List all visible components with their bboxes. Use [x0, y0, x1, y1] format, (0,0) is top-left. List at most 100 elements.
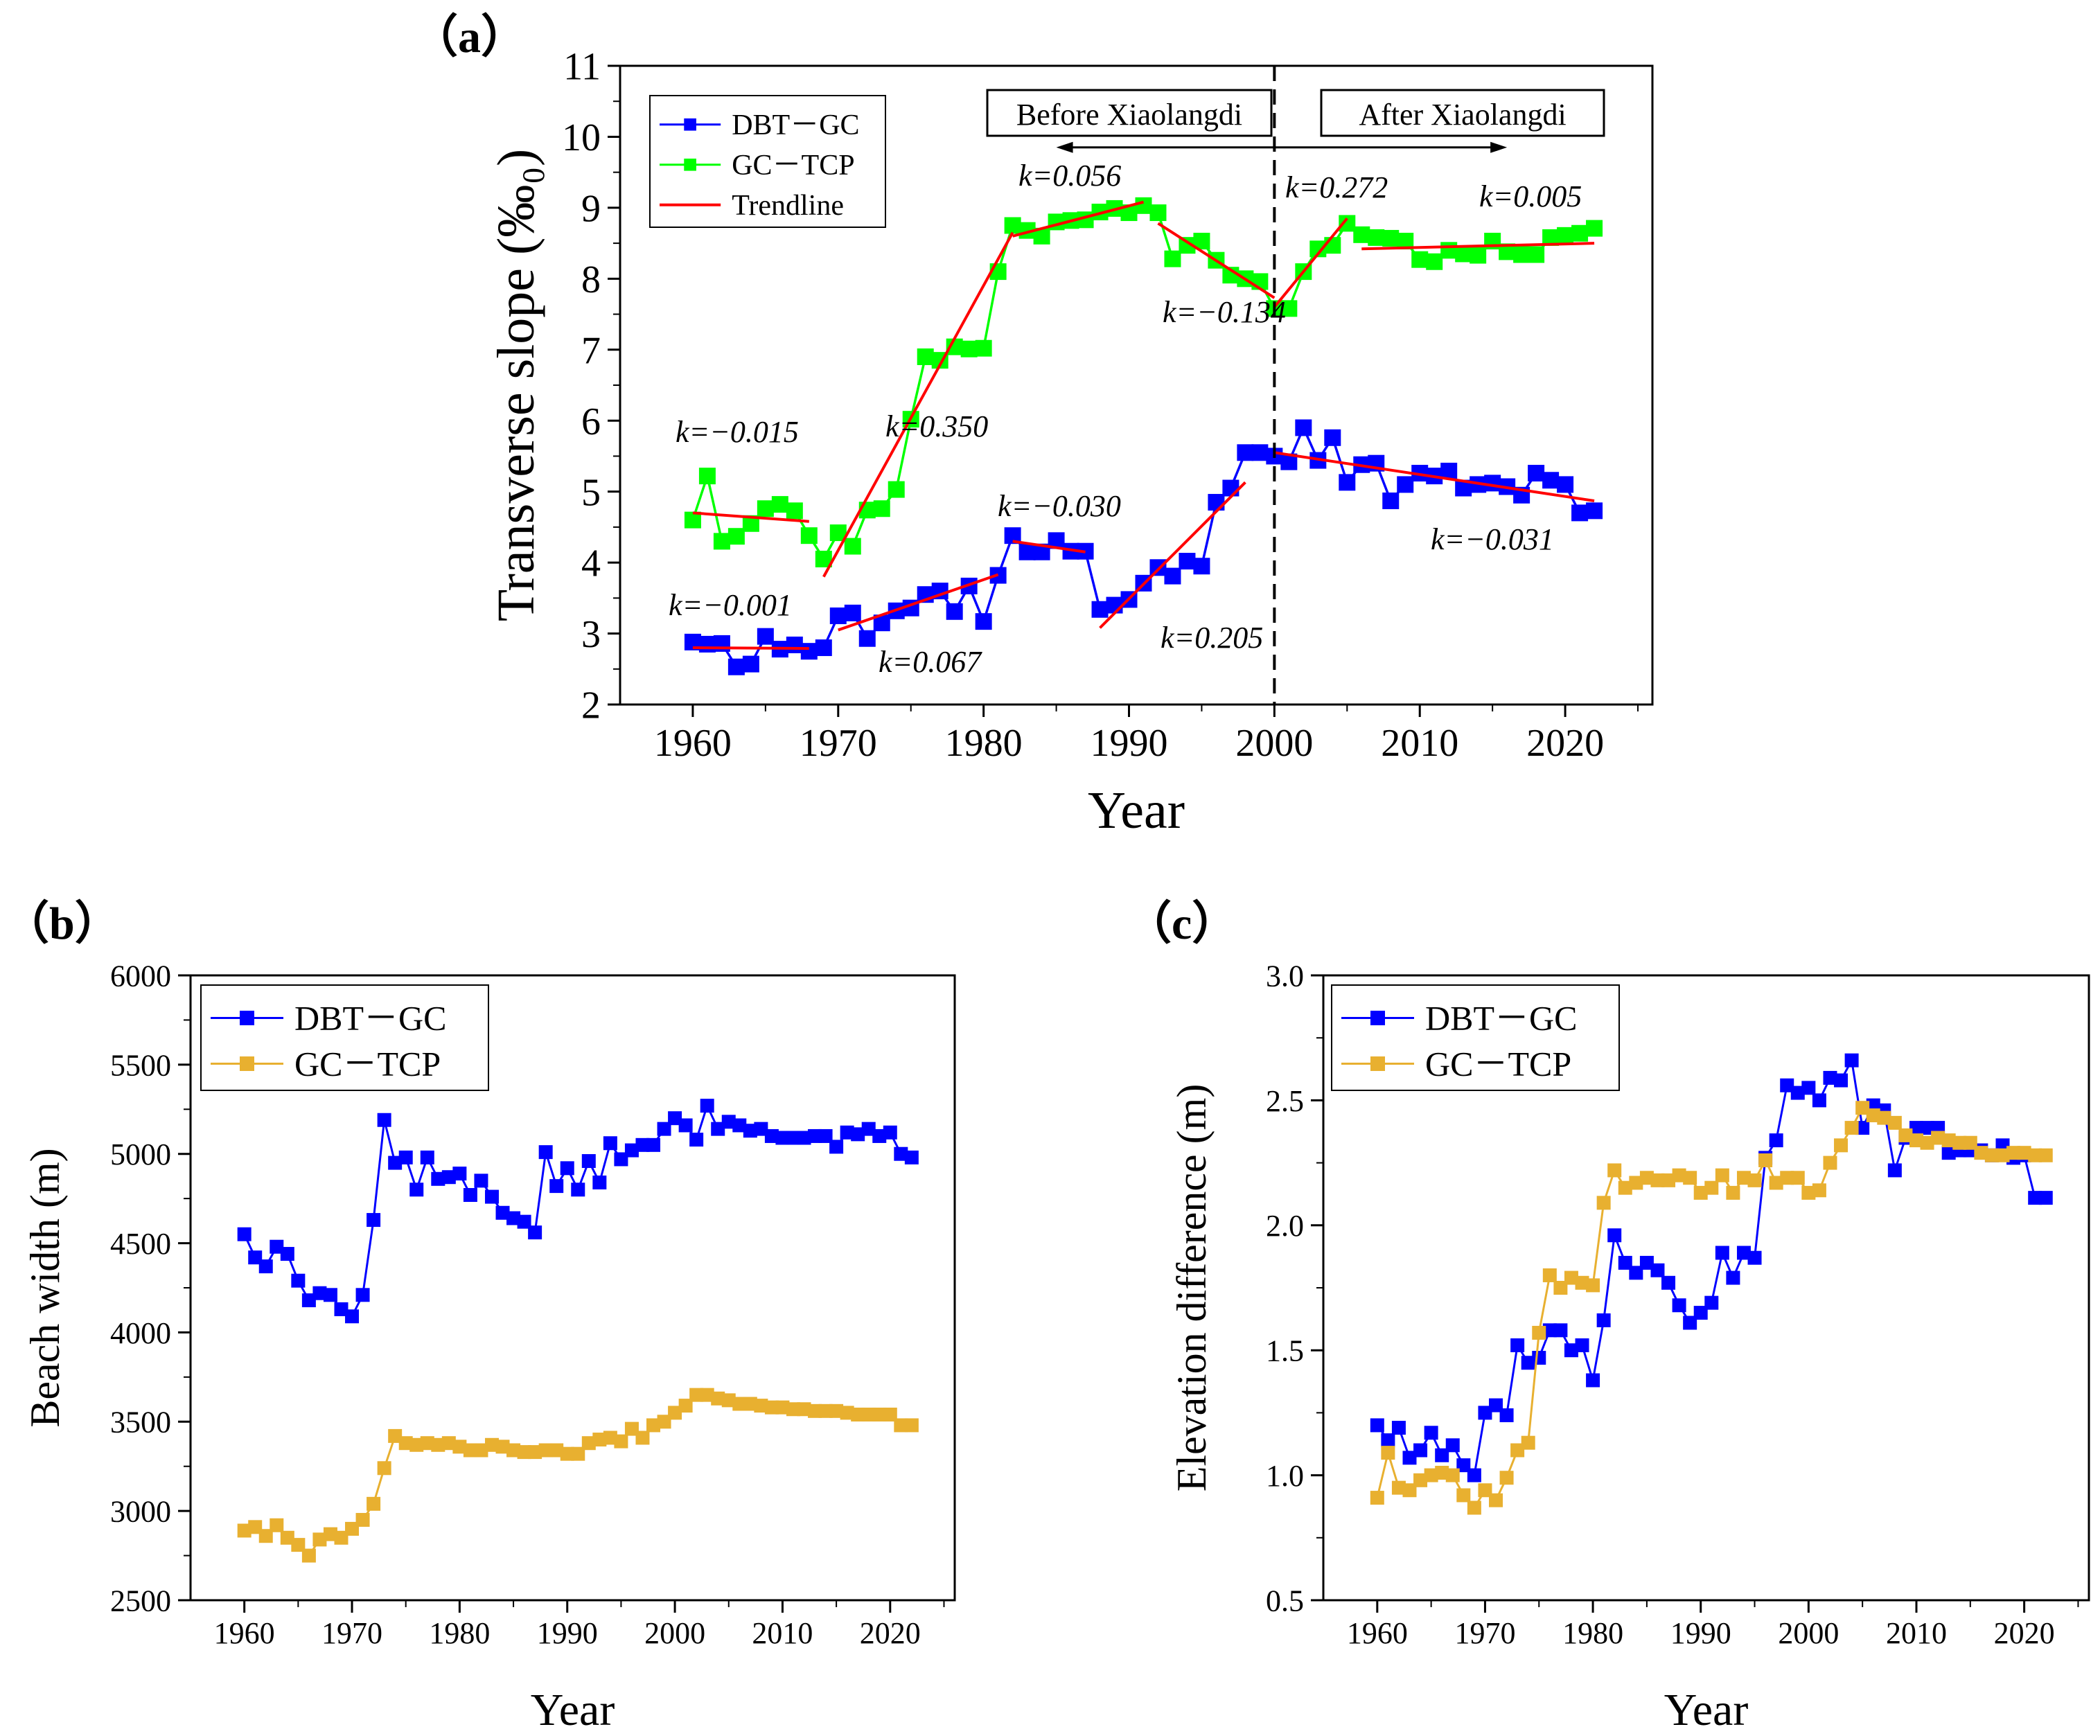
chart-b-series-1-point [270, 1518, 284, 1532]
chart-c-series-1-point [1877, 1110, 1891, 1125]
chart-c-series-1-point [2038, 1148, 2053, 1162]
chart-c-series-1-point [1413, 1473, 1428, 1487]
chart-c-series-0-point [1564, 1343, 1578, 1358]
chart-b-series-1-point [474, 1443, 488, 1458]
chart-c-series-0-point [1920, 1121, 1934, 1135]
chart-b-series-1-point [409, 1437, 424, 1452]
chart-c-series-1-point [1435, 1465, 1449, 1480]
chart-b-series-0-point [700, 1099, 714, 1113]
chart-c-series-1-point [1672, 1168, 1686, 1183]
chart-a-trendline [1012, 540, 1086, 553]
chart-b-legend-box [200, 984, 489, 1091]
chart-a-series-0-point [757, 628, 774, 645]
chart-c-series-0-point [1489, 1398, 1503, 1412]
chart-c-ytick-label: 2.0 [1266, 1209, 1304, 1243]
chart-c-series-0-point [1510, 1338, 1525, 1352]
chart-c-series-1-point [1812, 1183, 1826, 1198]
chart-b-series-0-point [388, 1155, 403, 1170]
chart-a-slope-annotation: k=−0.015 [676, 415, 799, 449]
chart-a-series-0-point [1251, 444, 1269, 461]
chart-b-xtick-label: 1980 [429, 1616, 490, 1650]
chart-b-series-0-point [894, 1146, 908, 1161]
chart-c-series-0-point [1661, 1275, 1676, 1290]
chart-a-series-1-point [698, 468, 716, 485]
panel-c-label: （c） [1126, 898, 1237, 949]
chart-a-xtick-label: 2020 [1526, 722, 1604, 765]
chart-b-series-0-point [560, 1161, 574, 1176]
chart-c-series-1-point [1736, 1171, 1751, 1185]
chart-b-series-1-point [323, 1527, 337, 1541]
chart-b-series-0-point [301, 1293, 316, 1308]
chart-b-ytick-label: 2500 [110, 1584, 171, 1618]
chart-b-series-1-point [657, 1415, 671, 1429]
chart-b-series-1-point [754, 1399, 768, 1413]
chart-b-series-1-point [506, 1443, 521, 1458]
chart-b-series-0-point [248, 1250, 263, 1265]
chart-b-series-0-point [355, 1288, 370, 1302]
chart-c-series-1-point [1704, 1180, 1719, 1195]
chart-c-series-0-point [1736, 1246, 1751, 1260]
chart-a-series-0-point [786, 636, 803, 653]
chart-b-series-0-point [711, 1122, 725, 1136]
chart-c-series-0-point [1478, 1406, 1492, 1420]
chart-b-legend-marker [240, 1056, 254, 1072]
chart-c-series-1-point [1855, 1101, 1870, 1115]
chart-a-series-0-point [1193, 558, 1210, 575]
chart-a-xtick-label: 1990 [1091, 722, 1168, 765]
chart-a-series-0-point [1382, 492, 1400, 509]
chart-c-series-0-point [1790, 1086, 1805, 1100]
chart-c-series-1-point [1639, 1171, 1654, 1185]
chart-a-series-0-point [742, 655, 759, 673]
chart-b-series-1-point [840, 1406, 854, 1420]
chart-a-series-1-point [1135, 197, 1152, 214]
chart-c-series-1-point [1683, 1171, 1697, 1185]
chart-c-series-1-point [1887, 1115, 1902, 1130]
chart-b-series-0-point [829, 1140, 844, 1154]
chart-b-series-0-point [431, 1171, 445, 1186]
chart-c-series-1-point [1532, 1325, 1546, 1340]
chart-a-series-1-point [1324, 237, 1341, 254]
chart-b-series-0-point [474, 1173, 488, 1188]
chart-b-series-0-point [840, 1125, 854, 1140]
chart-c-ytick-label: 2.5 [1266, 1084, 1304, 1118]
chart-c-series-0-point [1413, 1443, 1428, 1458]
chart-b-series-0-point [270, 1239, 284, 1254]
chart-a-series-0-point [1222, 479, 1239, 497]
chart-c-series-0-point [1780, 1078, 1794, 1092]
chart-b-series-1-point [560, 1446, 574, 1461]
chart-b-series-1-point [592, 1433, 607, 1447]
chart-b-series-1-point [345, 1521, 360, 1536]
chart-b-series-1-point [786, 1402, 800, 1417]
chart-c-series-1-point [1381, 1446, 1395, 1460]
chart-c-series-0-point [1855, 1121, 1870, 1135]
chart-c-legend-box [1331, 984, 1620, 1091]
chart-a-ytick-label: 10 [562, 116, 601, 159]
chart-a-period-label: Before Xiaolangdi [1016, 98, 1242, 132]
chart-b-series-1-point [237, 1523, 252, 1538]
chart-a-series-0-point [1542, 472, 1560, 489]
chart-c-series-1-point [1974, 1146, 1988, 1160]
chart-b-series-1-point [301, 1548, 316, 1563]
chart-a-series-0-point [1295, 419, 1312, 436]
chart-a-ytick-label: 6 [581, 400, 601, 443]
chart-a-xtick-label: 2000 [1235, 722, 1313, 765]
chart-b-series-1-point [668, 1406, 682, 1420]
chart-b-series-1-point [851, 1407, 865, 1421]
chart-a-legend-marker [684, 118, 696, 131]
chart-a-series-0-point [815, 639, 832, 657]
chart-c-series-1-point [1844, 1121, 1859, 1135]
chart-a-period-box [1320, 89, 1605, 137]
chart-b-series-1-point [646, 1418, 661, 1433]
chart-b-series-0-point [377, 1113, 391, 1127]
chart-b-series-0-point [818, 1128, 833, 1143]
chart-c-series-0-point [1532, 1351, 1546, 1365]
chart-b-ytick-label: 4000 [110, 1316, 171, 1350]
chart-b-series-1-point [388, 1428, 403, 1443]
chart-a-trendline [1361, 242, 1595, 251]
chart-c-series-0-point [1370, 1418, 1384, 1433]
chart-b-series-0-point [452, 1167, 467, 1181]
chart-c-series-1-point [1521, 1435, 1535, 1450]
chart-b-series-0-point [280, 1247, 294, 1261]
chart-a-series-1-point [713, 533, 730, 550]
